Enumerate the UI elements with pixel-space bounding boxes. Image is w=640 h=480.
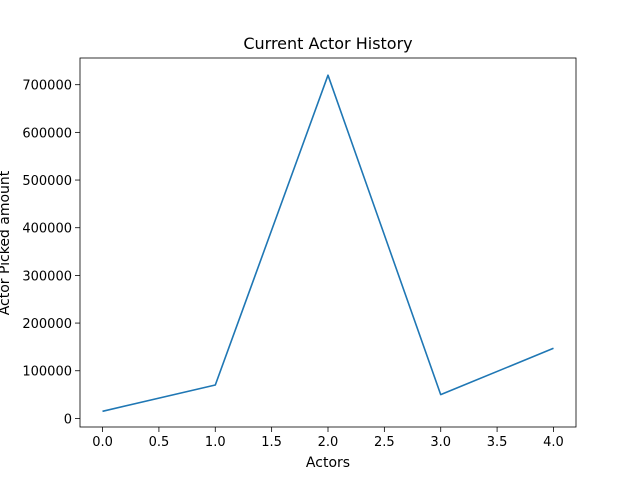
axes-frame <box>79 57 577 428</box>
x-tick-label: 3.0 <box>430 435 451 450</box>
y-tick-label: 0 <box>64 412 72 427</box>
y-tick-label: 500000 <box>22 174 72 189</box>
x-tick-label: 1.0 <box>205 435 226 450</box>
x-axis-title: Actors <box>306 455 350 471</box>
y-tick-label: 100000 <box>22 365 72 380</box>
series-line <box>102 74 554 413</box>
x-tick-label: 2.0 <box>318 435 339 450</box>
x-tick-label: 0.0 <box>92 435 113 450</box>
x-tick-label: 1.5 <box>261 435 282 450</box>
x-tick-label: 4.0 <box>543 435 564 450</box>
plot-area: 0.0 0.5 1.0 1.5 2.0 2.5 3.0 3.5 4.0 0 100000 200000… <box>22 57 577 450</box>
x-tick-label: 0.5 <box>149 435 170 450</box>
y-tick-label: 200000 <box>22 317 72 332</box>
y-tick-label: 300000 <box>22 269 72 284</box>
y-axis-title: Actor Picked amount <box>0 170 13 315</box>
chart-title: Current Actor History <box>243 34 412 53</box>
x-tick-label: 2.5 <box>374 435 395 450</box>
y-tick-label: 400000 <box>22 222 72 237</box>
x-tick-label: 3.5 <box>487 435 508 450</box>
y-tick-label: 700000 <box>22 79 72 94</box>
y-tick-label: 600000 <box>22 126 72 141</box>
